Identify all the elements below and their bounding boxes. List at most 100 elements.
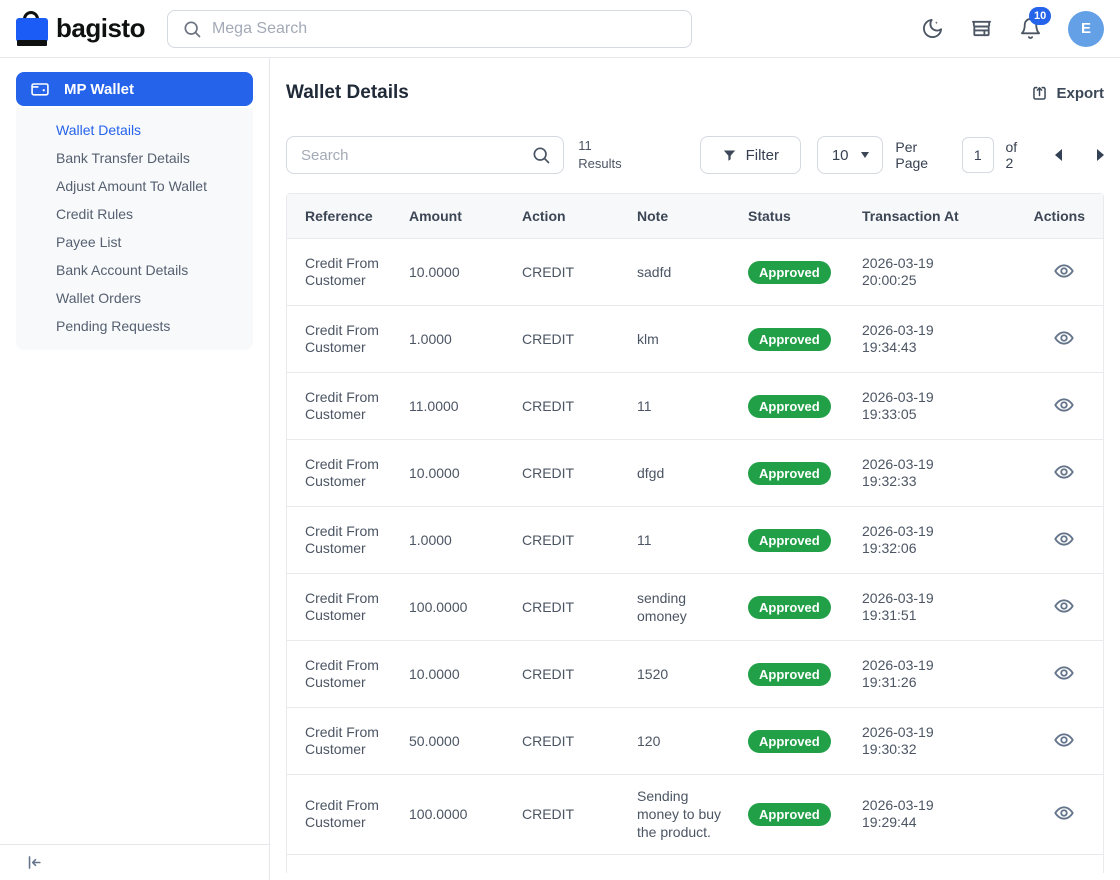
status-badge: Approved bbox=[748, 394, 831, 418]
export-label: Export bbox=[1056, 84, 1104, 102]
submenu-item-credit-rules[interactable]: Credit Rules bbox=[56, 206, 134, 222]
cell-action: CREDIT bbox=[522, 733, 575, 749]
cell-reference: Credit From Customer bbox=[305, 723, 379, 758]
eye-icon bbox=[1054, 464, 1074, 479]
column-header-reference: Reference bbox=[305, 208, 373, 224]
eye-icon bbox=[1054, 397, 1074, 412]
table-search-box[interactable] bbox=[286, 136, 565, 174]
status-badge: Approved bbox=[748, 528, 831, 552]
table-search-input[interactable] bbox=[301, 146, 532, 164]
cell-status: Approved bbox=[740, 450, 854, 497]
view-button[interactable] bbox=[1053, 394, 1085, 416]
cell-reference: Credit From Customer bbox=[305, 656, 379, 691]
view-button[interactable] bbox=[1053, 327, 1085, 349]
view-button[interactable] bbox=[1053, 528, 1085, 550]
submenu-item-bank-account-details[interactable]: Bank Account Details bbox=[56, 262, 189, 278]
dark-mode-toggle[interactable] bbox=[921, 17, 944, 40]
cell-actions bbox=[1021, 382, 1103, 431]
sidebar-collapse-button[interactable] bbox=[0, 844, 269, 880]
results-number: 11 bbox=[578, 138, 592, 154]
cell-action: CREDIT bbox=[522, 398, 575, 414]
status-badge: Approved bbox=[748, 595, 831, 619]
per-page-label: Per Page bbox=[895, 139, 929, 171]
cell-amount: 11.0000 bbox=[409, 398, 459, 414]
submenu-item-wallet-details[interactable]: Wallet Details bbox=[56, 122, 142, 138]
column-header-actions: Actions bbox=[1033, 208, 1085, 224]
page-title: Wallet Details bbox=[286, 82, 409, 103]
submenu-item-pending-requests[interactable]: Pending Requests bbox=[56, 318, 171, 334]
cell-reference: Credit From Customer bbox=[305, 321, 379, 356]
table-row: Credit From Customer 10.0000 CREDIT sadf… bbox=[287, 239, 1103, 306]
mp-wallet-submenu: Wallet Details Bank Transfer Details Adj… bbox=[16, 108, 253, 350]
table-row: Credit From Customer 10.0000 CREDIT 1520… bbox=[287, 641, 1103, 708]
eye-icon bbox=[1054, 806, 1074, 820]
cell-actions bbox=[1021, 516, 1103, 565]
submenu-item-wallet-orders[interactable]: Wallet Orders bbox=[56, 290, 142, 306]
current-page-input[interactable]: 1 bbox=[962, 137, 994, 173]
cell-transaction-at: 2026-03-19 19:31:51 bbox=[862, 589, 934, 624]
cell-status: Approved bbox=[740, 584, 854, 631]
filter-funnel-icon bbox=[723, 150, 735, 161]
cell-actions bbox=[1021, 449, 1103, 498]
table-row: Credit From Customer 100.0000 CREDIT sen… bbox=[287, 574, 1103, 641]
cell-action: CREDIT bbox=[522, 465, 575, 481]
cell-note: 11 bbox=[637, 531, 652, 548]
view-button[interactable] bbox=[1053, 595, 1085, 617]
submenu-item-adjust-amount-to-wallet[interactable]: Adjust Amount To Wallet bbox=[56, 178, 207, 194]
cell-transaction-at: 2026-03-19 19:29:44 bbox=[862, 796, 934, 831]
view-button[interactable] bbox=[1053, 260, 1085, 282]
cell-amount: 1.0000 bbox=[409, 532, 452, 548]
shopping-bag-logo-icon bbox=[16, 10, 48, 47]
cell-reference: Credit From Customer bbox=[305, 589, 379, 624]
search-icon bbox=[533, 147, 550, 164]
cell-status: Approved bbox=[740, 791, 854, 838]
cell-action: CREDIT bbox=[522, 532, 575, 548]
mega-search-input[interactable] bbox=[211, 19, 677, 38]
cell-note: 1520 bbox=[637, 665, 669, 682]
cell-amount: 10.0000 bbox=[409, 666, 460, 682]
view-button[interactable] bbox=[1053, 729, 1085, 751]
wallet-icon bbox=[31, 83, 49, 96]
submenu-item-bank-transfer-details[interactable]: Bank Transfer Details bbox=[56, 150, 190, 166]
storefront-button[interactable] bbox=[970, 17, 993, 40]
notification-count-badge: 10 bbox=[1029, 7, 1052, 25]
cell-note: sending omoney bbox=[637, 589, 687, 624]
cell-reference: Credit From Customer bbox=[305, 796, 379, 831]
cell-transaction-at: 2026-03-19 19:31:26 bbox=[862, 656, 934, 691]
next-page-button[interactable] bbox=[1096, 149, 1104, 161]
cell-reference: Credit From Customer bbox=[305, 388, 379, 423]
cell-reference: Credit From Customer bbox=[305, 522, 379, 557]
export-button[interactable]: Export bbox=[1030, 84, 1104, 103]
submenu-item-payee-list[interactable]: Payee List bbox=[56, 234, 122, 250]
notifications-button[interactable]: 10 bbox=[1019, 7, 1052, 40]
cell-status: Approved bbox=[740, 383, 854, 430]
cell-amount: 1.0000 bbox=[409, 331, 452, 347]
cell-note: 11 bbox=[637, 397, 652, 414]
table-body: Credit From Customer 10.0000 CREDIT sadf… bbox=[287, 239, 1103, 855]
cell-actions bbox=[1021, 315, 1103, 364]
view-button[interactable] bbox=[1053, 802, 1085, 824]
cell-note: klm bbox=[637, 330, 659, 347]
cell-transaction-at: 2026-03-19 19:34:43 bbox=[862, 321, 934, 356]
table-row: Credit From Customer 1.0000 CREDIT 11 Ap… bbox=[287, 507, 1103, 574]
view-button[interactable] bbox=[1053, 461, 1085, 483]
cell-actions bbox=[1021, 717, 1103, 766]
view-button[interactable] bbox=[1053, 662, 1085, 684]
filter-button[interactable]: Filter bbox=[699, 136, 801, 174]
cell-amount: 100.0000 bbox=[409, 599, 468, 615]
filter-label: Filter bbox=[745, 146, 779, 164]
cell-amount: 10.0000 bbox=[409, 465, 460, 481]
chevron-down-icon bbox=[860, 152, 869, 158]
per-page-select[interactable]: 10 bbox=[816, 136, 884, 174]
sidebar: Dashboard MP Wallet Wallet Details Bank … bbox=[0, 58, 302, 880]
cell-amount: 10.0000 bbox=[409, 264, 460, 280]
avatar[interactable]: E bbox=[1068, 10, 1104, 47]
cell-amount: 50.0000 bbox=[409, 733, 460, 749]
eye-icon bbox=[1054, 531, 1074, 546]
sidebar-item-mp-wallet[interactable]: MP Wallet bbox=[16, 72, 253, 106]
cell-action: CREDIT bbox=[522, 331, 575, 347]
bagisto-logo[interactable]: bagisto bbox=[16, 10, 145, 47]
previous-page-button[interactable] bbox=[1054, 149, 1062, 161]
mega-search-box[interactable] bbox=[166, 9, 692, 48]
table-row: Credit From Customer 1.0000 CREDIT klm A… bbox=[287, 306, 1103, 373]
